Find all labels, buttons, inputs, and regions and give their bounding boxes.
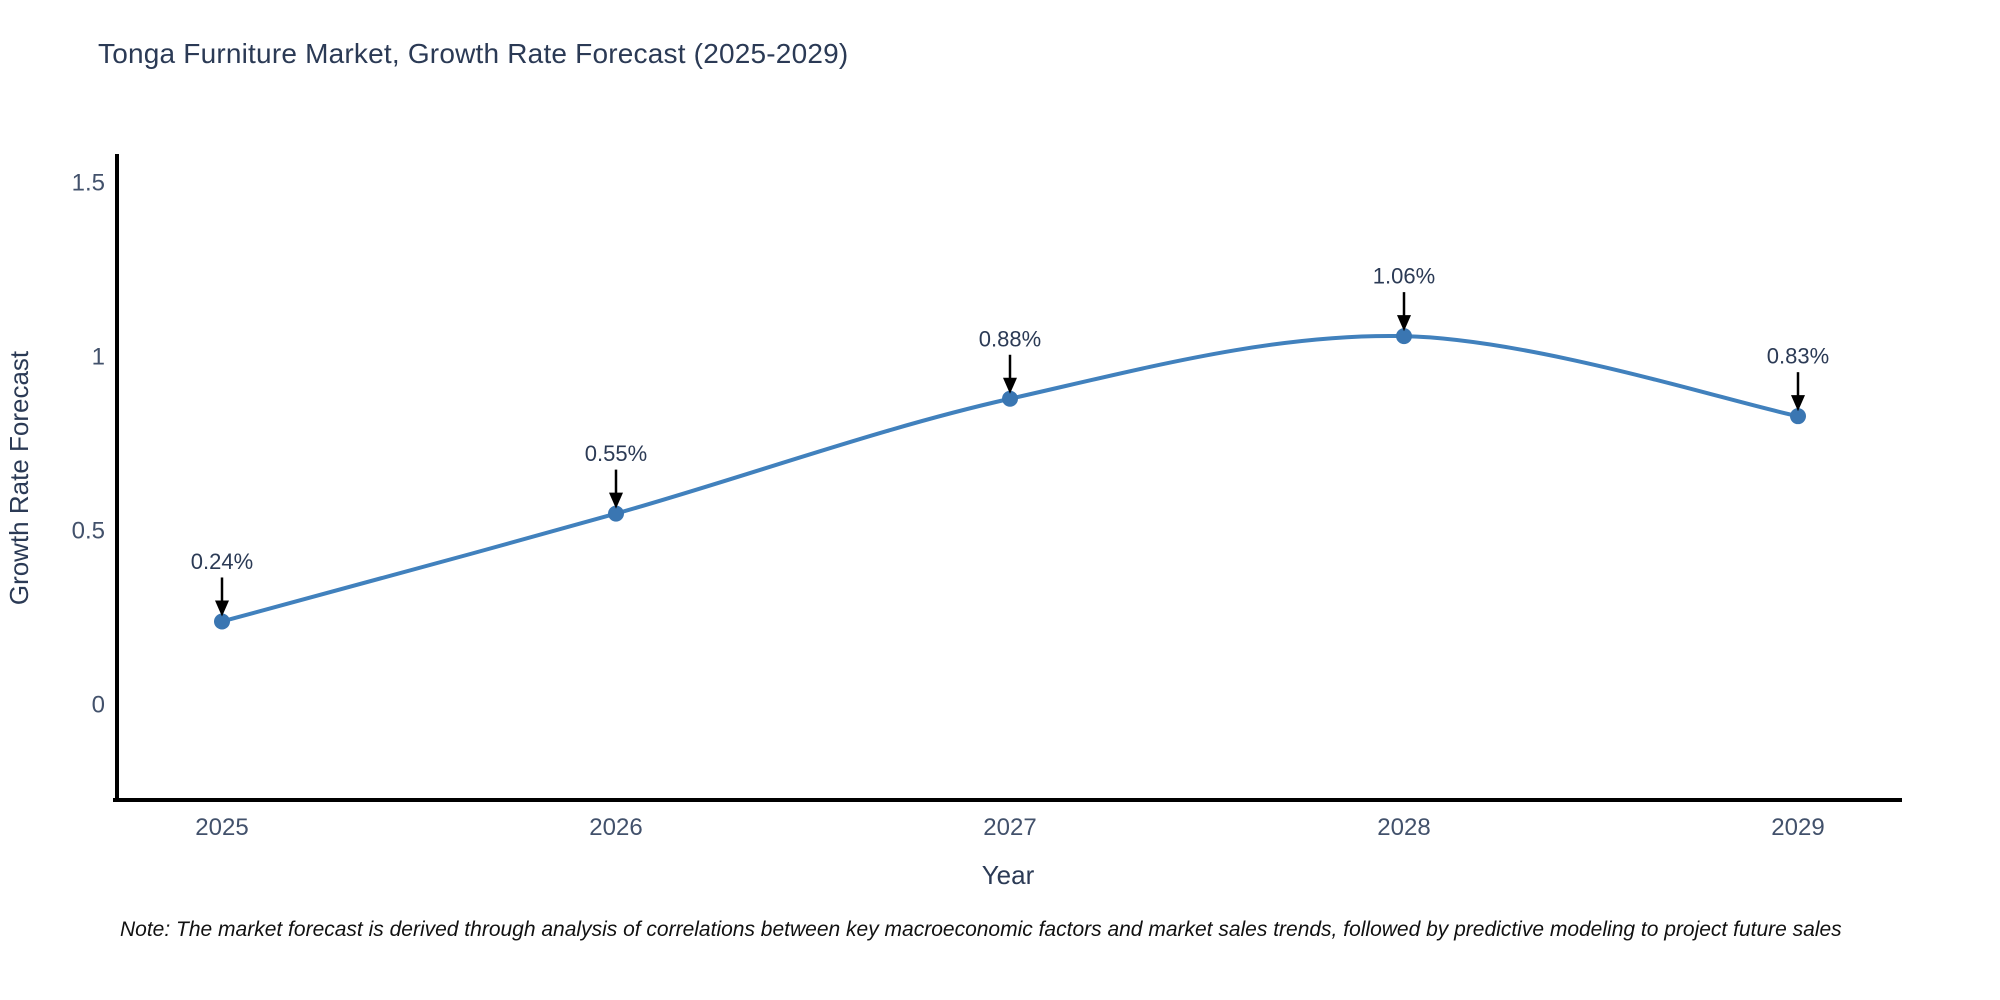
x-tick-label: 2025 bbox=[195, 814, 248, 841]
x-tick-label: 2029 bbox=[1771, 814, 1824, 841]
y-tick-label: 1.5 bbox=[72, 170, 105, 197]
x-axis-tick-labels: 2025 2026 2027 2028 2029 bbox=[195, 814, 1824, 841]
x-tick-label: 2027 bbox=[983, 814, 1036, 841]
data-point-label: 0.83% bbox=[1767, 344, 1829, 369]
data-point-marker[interactable] bbox=[1396, 328, 1412, 345]
data-point-marker[interactable] bbox=[214, 613, 230, 630]
y-tick-label: 0.5 bbox=[72, 518, 105, 545]
x-axis-title: Year bbox=[982, 860, 1035, 890]
data-point-marker[interactable] bbox=[1002, 390, 1018, 407]
x-tick-label: 2028 bbox=[1377, 814, 1430, 841]
y-axis-title: Growth Rate Forecast bbox=[4, 350, 34, 605]
data-point-label: 0.55% bbox=[585, 441, 647, 466]
data-point-marker[interactable] bbox=[608, 505, 624, 522]
data-point-marker[interactable] bbox=[1790, 408, 1806, 425]
chart-title: Tonga Furniture Market, Growth Rate Fore… bbox=[98, 38, 849, 69]
annotation-arrowhead bbox=[1791, 395, 1805, 412]
data-point-label: 0.24% bbox=[191, 549, 253, 574]
annotation-arrowhead bbox=[1003, 377, 1017, 394]
axes bbox=[113, 154, 1902, 802]
y-axis-tick-labels: 0 0.5 1 1.5 bbox=[72, 170, 105, 719]
y-tick-label: 1 bbox=[92, 344, 105, 371]
annotation-arrowhead bbox=[609, 492, 623, 509]
annotation-arrowhead bbox=[1397, 315, 1411, 332]
y-tick-label: 0 bbox=[92, 692, 105, 719]
annotation-arrowhead bbox=[215, 600, 229, 617]
data-point-annotations: 0.24% 0.55% 0.88% 1.06% 0.83% bbox=[191, 264, 1829, 617]
data-point-label: 0.88% bbox=[979, 326, 1041, 351]
data-point-markers[interactable] bbox=[214, 328, 1806, 630]
data-point-label: 1.06% bbox=[1373, 264, 1435, 289]
x-tick-label: 2026 bbox=[589, 814, 642, 841]
footnote: Note: The market forecast is derived thr… bbox=[120, 918, 1842, 941]
